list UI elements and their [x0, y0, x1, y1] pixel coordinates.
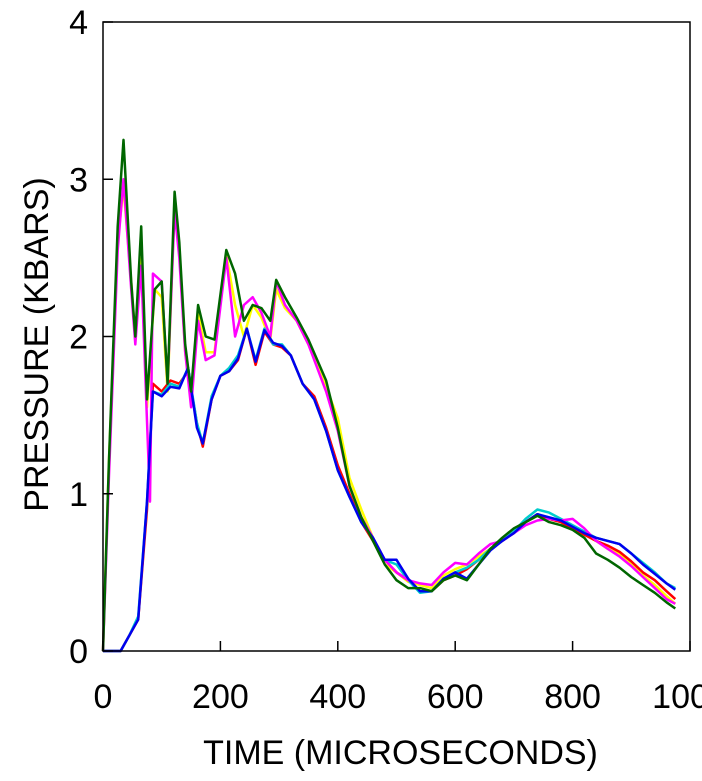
y-tick-label: 4 [69, 4, 88, 42]
x-tick-label: 0 [94, 678, 113, 716]
x-tick-label: 200 [192, 678, 249, 716]
plot-lines [103, 140, 675, 651]
x-tick-label: 800 [544, 678, 601, 716]
x-axis-label: TIME (MICROSECONDS) [203, 734, 598, 772]
x-tick-label: 400 [309, 678, 366, 716]
y-tick-label: 1 [69, 476, 88, 514]
y-tick-label: 2 [69, 319, 88, 357]
series-line-1 [103, 187, 675, 651]
series-line-4 [103, 179, 675, 651]
x-tick-label: 600 [427, 678, 484, 716]
y-axis-label: PRESSURE (KBARS) [18, 177, 56, 511]
y-tick-label: 0 [69, 633, 88, 671]
y-tick-label: 3 [69, 161, 88, 199]
